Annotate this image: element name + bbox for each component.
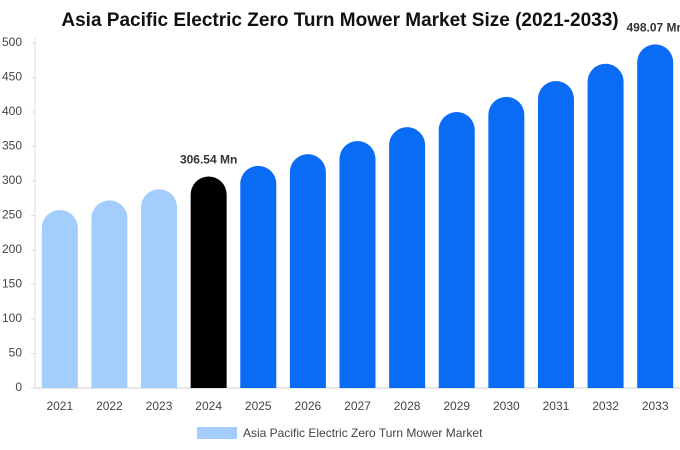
- data-label: 306.54 Mn: [180, 153, 237, 167]
- x-tick-label: 2029: [443, 399, 470, 413]
- y-tick-label: 200: [2, 242, 22, 256]
- bar: [240, 165, 277, 388]
- y-tick-label: 500: [2, 35, 22, 49]
- data-label: 498.07 Mn: [627, 21, 680, 35]
- y-tick-label: 100: [2, 311, 22, 325]
- bar: [339, 140, 376, 388]
- bar: [289, 154, 326, 388]
- x-tick-label: 2025: [245, 399, 272, 413]
- x-tick-label: 2032: [592, 399, 619, 413]
- bar: [41, 209, 78, 388]
- x-tick-label: 2028: [394, 399, 421, 413]
- legend-swatch: [197, 427, 237, 439]
- bar: [91, 200, 128, 388]
- bar: [141, 189, 178, 388]
- y-tick-label: 250: [2, 208, 22, 222]
- bar: [587, 63, 624, 388]
- x-tick-label: 2022: [96, 399, 123, 413]
- y-tick-label: 400: [2, 104, 22, 118]
- chart-title: Asia Pacific Electric Zero Turn Mower Ma…: [61, 10, 618, 31]
- bar: [488, 96, 525, 389]
- y-tick-label: 0: [15, 380, 22, 394]
- bar: [389, 127, 426, 389]
- y-tick-label: 300: [2, 173, 22, 187]
- x-tick-label: 2027: [344, 399, 371, 413]
- x-tick-label: 2024: [195, 399, 222, 413]
- bar: [438, 112, 475, 388]
- x-tick-label: 2021: [46, 399, 73, 413]
- y-tick-label: 150: [2, 277, 22, 291]
- legend-label: Asia Pacific Electric Zero Turn Mower Ma…: [243, 426, 483, 440]
- y-tick-label: 350: [2, 139, 22, 153]
- x-tick-label: 2031: [543, 399, 570, 413]
- x-tick-label: 2023: [146, 399, 173, 413]
- x-tick-label: 2026: [295, 399, 322, 413]
- bar: [190, 176, 227, 388]
- y-tick-label: 50: [9, 346, 23, 360]
- x-tick-label: 2033: [642, 399, 669, 413]
- bar: [537, 80, 574, 388]
- x-tick-label: 2030: [493, 399, 520, 413]
- bar: [637, 44, 674, 389]
- y-tick-label: 450: [2, 70, 22, 84]
